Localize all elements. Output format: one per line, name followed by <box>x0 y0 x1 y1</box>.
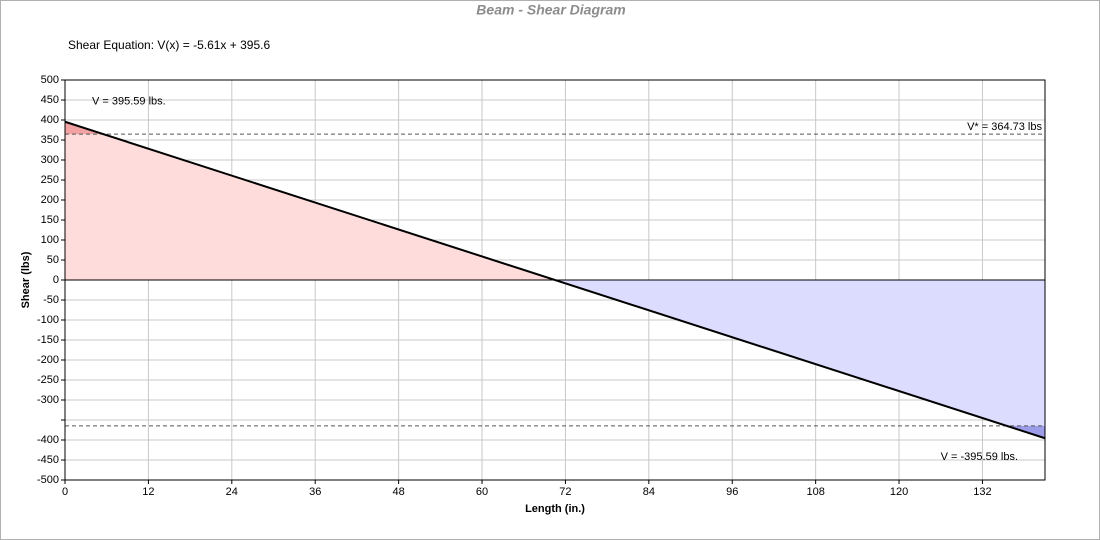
x-tick-label: 12 <box>142 486 154 498</box>
y-tick-label: 100 <box>41 234 59 246</box>
y-tick-label: -150 <box>37 334 59 346</box>
y-tick-label: -450 <box>37 454 59 466</box>
positive-area <box>65 121 1045 280</box>
plot-border <box>64 79 1046 481</box>
x-tick-label: 108 <box>806 486 824 498</box>
y-tick-label: 500 <box>41 74 59 86</box>
y-tick-label: -500 <box>37 474 59 486</box>
y-tick-label: 200 <box>41 194 59 206</box>
y-tick-label: 150 <box>41 214 59 226</box>
y-tick-label: -200 <box>37 354 59 366</box>
x-tick-label: 48 <box>392 486 404 498</box>
y-tick-label: -300 <box>37 394 59 406</box>
x-tick-label: 72 <box>559 486 571 498</box>
x-tick-label: 36 <box>309 486 321 498</box>
y-tick-label: 450 <box>41 94 59 106</box>
y-tick-label: -250 <box>37 374 59 386</box>
limit-label: V* = 364.73 lbs <box>967 121 1042 133</box>
negative-area <box>65 280 1045 439</box>
y-tick-label: -100 <box>37 314 59 326</box>
x-tick-label: 120 <box>890 486 908 498</box>
x-axis-label: Length (in.) <box>525 503 585 515</box>
value-label: V = 395.59 lbs. <box>92 96 166 108</box>
value-label: V = -395.59 lbs. <box>941 451 1018 463</box>
y-axis-label: Shear (lbs) <box>20 251 32 308</box>
x-tick-label: 84 <box>643 486 655 498</box>
y-tick-label: -50 <box>43 294 59 306</box>
y-tick-label: 50 <box>47 254 59 266</box>
y-tick-label: 300 <box>41 154 59 166</box>
x-tick-label: 132 <box>973 486 991 498</box>
y-tick-label: 400 <box>41 114 59 126</box>
y-tick-label: 250 <box>41 174 59 186</box>
y-tick-label: 350 <box>41 134 59 146</box>
x-tick-label: 96 <box>726 486 738 498</box>
equation: Shear Equation: V(x) = -5.61x + 395.6 <box>68 38 270 52</box>
x-tick-label: 24 <box>226 486 238 498</box>
y-tick-label: 0 <box>53 274 59 286</box>
x-tick-label: 0 <box>62 486 68 498</box>
shear-line <box>64 120 1046 440</box>
chart-title: Beam - Shear Diagram <box>476 2 625 18</box>
y-tick-label: -400 <box>37 434 59 446</box>
x-tick-label: 60 <box>476 486 488 498</box>
